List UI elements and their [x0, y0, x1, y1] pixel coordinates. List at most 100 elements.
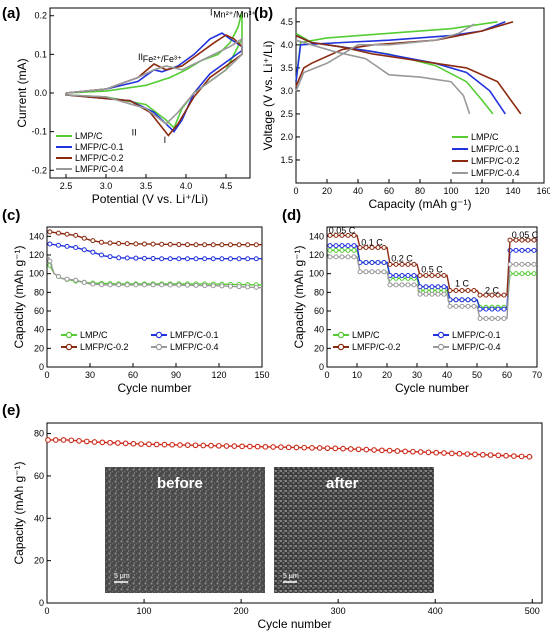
x-tick-label: 50: [472, 370, 482, 380]
data-point: [425, 449, 432, 456]
data-point: [513, 247, 519, 253]
data-point: [76, 438, 82, 444]
data-point: [150, 241, 156, 247]
y-tick-label: 80: [314, 287, 324, 297]
data-point: [379, 447, 385, 454]
data-point: [513, 261, 519, 267]
data-point: [333, 254, 339, 260]
data-point: [531, 271, 537, 277]
data-point: [477, 292, 483, 298]
data-point: [357, 245, 363, 251]
annotation-peak-II-cathodic: II: [132, 128, 137, 138]
cv-curve: [65, 34, 243, 137]
panel-b: 0 20 40 60 80 100 120 140 160 1.5 2.0 2.5 3.0 3.5 4.0 4…: [261, 7, 550, 211]
data-point: [519, 237, 525, 243]
data-point: [447, 287, 453, 293]
data-point: [423, 284, 429, 290]
legend-marker: [337, 331, 345, 339]
data-point: [193, 256, 199, 262]
data-point: [393, 261, 399, 267]
data-point: [133, 282, 139, 288]
data-point: [167, 256, 173, 262]
data-point: [116, 240, 122, 246]
x-tick-label: 4.5: [220, 181, 233, 191]
x-tick-label: 3.0: [100, 181, 113, 191]
data-point: [351, 254, 357, 260]
y-tick-label: -0.2: [31, 165, 47, 175]
data-point: [357, 269, 363, 275]
x-tick-label: 100: [137, 606, 152, 616]
data-point: [471, 297, 477, 303]
data-point: [339, 254, 345, 260]
data-point: [453, 297, 459, 303]
data-point: [52, 437, 59, 443]
data-point: [219, 242, 225, 248]
data-point: [202, 242, 208, 248]
data-point: [369, 259, 375, 265]
data-point: [293, 444, 300, 451]
legend-label: LMFP/C-0.2: [75, 153, 124, 163]
data-point: [324, 445, 331, 452]
data-point: [91, 439, 98, 445]
data-point: [98, 239, 104, 245]
data-point: [227, 283, 233, 289]
data-point: [489, 306, 495, 312]
rate-label: 0.05 C: [329, 226, 356, 236]
data-point: [507, 261, 513, 267]
y-tick-label: 80: [34, 287, 44, 297]
sem-image-after: [274, 467, 434, 593]
y-axis-label: Voltage (V vs. Li⁺/Li): [261, 41, 275, 151]
sem-inset-before: before 5 μm: [105, 467, 265, 593]
data-point: [231, 443, 238, 449]
y-tick-label: 4.5: [280, 17, 293, 27]
annotation-sub-fe: Fe²⁺/Fe³⁺: [143, 54, 182, 64]
data-point: [405, 273, 411, 279]
x-tick-label: 0: [324, 370, 329, 380]
data-point: [159, 241, 165, 247]
data-point: [169, 441, 176, 448]
annotation-peak-I-anodic: I: [210, 8, 213, 18]
data-point: [138, 441, 144, 447]
data-point: [410, 448, 416, 455]
data-point: [386, 447, 393, 454]
rate-label: 0.05 C: [512, 230, 539, 240]
data-point: [411, 282, 417, 288]
y-tick-label: 0.1: [34, 49, 47, 59]
legend-label: LMFP/C-0.1: [471, 144, 520, 154]
panels: 2.5 3.0 3.5 4.0 4.5 -0.2 -0.1 0.0 0.1 0.2 Potentia…: [12, 7, 550, 631]
data-point: [375, 245, 381, 251]
data-point: [479, 451, 486, 458]
y-tick-label: 0: [319, 362, 324, 372]
data-point: [429, 284, 435, 290]
data-point: [193, 242, 199, 248]
data-point: [116, 255, 122, 261]
data-point: [435, 273, 441, 279]
y-tick-label: 0.2: [34, 11, 47, 21]
legend-marker: [65, 331, 73, 339]
data-point: [177, 442, 183, 448]
data-point: [184, 282, 190, 288]
x-tick-label: 70: [532, 370, 542, 380]
data-point: [503, 452, 509, 459]
data-point: [333, 247, 339, 253]
annotation-peak-I-cathodic: I: [164, 135, 167, 145]
data-point: [351, 243, 357, 249]
data-point: [405, 282, 411, 288]
y-tick-label: 140: [29, 231, 44, 241]
data-point: [133, 241, 139, 247]
scale-text-after: 5 μm: [283, 573, 299, 580]
data-point: [495, 452, 502, 459]
x-tick-label: 60: [502, 370, 512, 380]
y-tick-label: 100: [309, 269, 324, 279]
data-point: [487, 452, 494, 458]
data-point: [210, 242, 216, 248]
y-tick-label: 40: [34, 513, 44, 523]
data-point: [159, 256, 165, 262]
data-point: [55, 273, 61, 279]
data-point: [236, 256, 242, 262]
legend-label: LMP/C: [75, 131, 103, 141]
scale-text-before: 5 μm: [114, 573, 130, 580]
data-point: [456, 450, 463, 457]
data-point: [429, 273, 435, 279]
data-point: [526, 453, 533, 460]
